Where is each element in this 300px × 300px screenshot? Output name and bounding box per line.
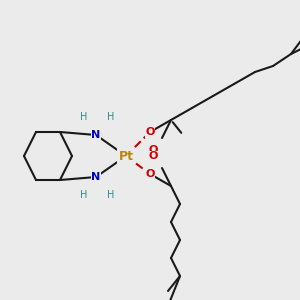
Text: H: H	[80, 190, 88, 200]
Text: N: N	[92, 172, 100, 182]
Text: N: N	[92, 130, 100, 140]
Text: H: H	[107, 112, 115, 122]
Text: H: H	[80, 112, 88, 122]
Text: H: H	[107, 190, 115, 200]
Text: O: O	[145, 169, 155, 179]
Text: O: O	[148, 151, 158, 161]
Text: O: O	[145, 127, 155, 137]
Text: Pt: Pt	[118, 149, 134, 163]
Text: O: O	[148, 145, 158, 155]
